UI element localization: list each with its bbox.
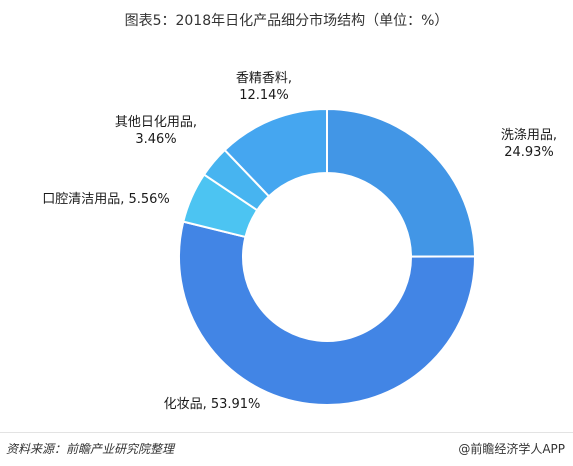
slice-label: 口腔清洁用品, 5.56%: [42, 192, 170, 207]
source-note: 资料来源：前瞻产业研究院整理: [6, 442, 175, 456]
donut-slice: [223, 107, 328, 198]
slice-label-line: 12.14%: [239, 88, 289, 103]
donut-slice: [326, 107, 477, 258]
brand-credit: @前瞻经济学人APP: [458, 442, 565, 456]
slice-label: 洗涤用品, 24.93%: [501, 128, 557, 160]
slice-label-line: 香精香料,: [236, 71, 292, 86]
slice-label-line: 口腔清洁用品, 5.56%: [42, 192, 170, 207]
slice-label-line: 其他日化用品,: [115, 115, 197, 130]
slice-label: 其他日化用品, 3.46%: [115, 115, 197, 147]
slice-label: 化妆品, 53.91%: [164, 397, 261, 412]
slice-label: 香精香料, 12.14%: [236, 71, 292, 103]
slice-label-line: 化妆品, 53.91%: [164, 397, 261, 412]
slice-label-line: 3.46%: [135, 132, 176, 147]
footer-divider: [0, 432, 573, 433]
slice-label-line: 24.93%: [504, 145, 554, 160]
slice-label-line: 洗涤用品,: [501, 128, 557, 143]
donut-slice: [178, 220, 477, 406]
slice-labels: 洗涤用品, 24.93% 化妆品, 53.91% 口腔清洁用品, 5.56% 其他日化用…: [42, 71, 557, 412]
donut-slices: [178, 107, 477, 406]
chart-title: 图表5：2018年日化产品细分市场结构（单位：%）: [124, 13, 449, 29]
